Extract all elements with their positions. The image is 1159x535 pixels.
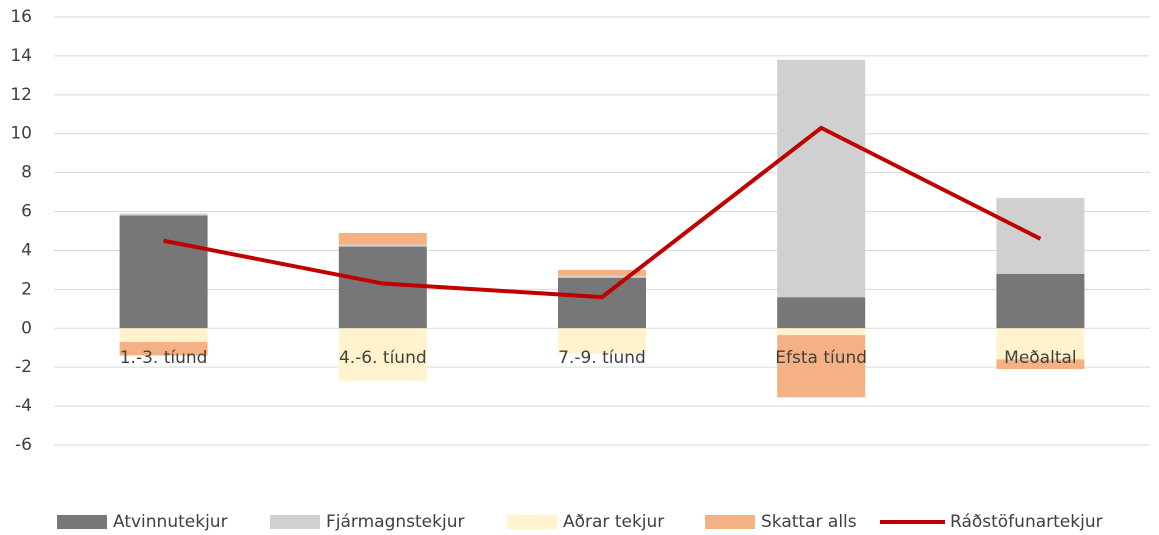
y-tick-label: 4 xyxy=(21,240,32,260)
x-tick-label: 1.-3. tíund xyxy=(120,348,208,368)
y-tick-label: 12 xyxy=(10,85,32,105)
bar xyxy=(996,328,1085,360)
legend-label: Skattar alls xyxy=(761,512,857,532)
y-tick-label: 2 xyxy=(21,279,32,299)
x-tick-label: Efsta tíund xyxy=(775,348,867,368)
bar xyxy=(119,215,208,329)
bar xyxy=(996,197,1085,274)
bar xyxy=(777,328,866,336)
legend-label: Ráðstöfunartekjur xyxy=(950,512,1103,532)
bar xyxy=(777,297,866,329)
bar xyxy=(338,232,427,245)
y-tick-label: 10 xyxy=(10,124,32,144)
y-tick-label: 14 xyxy=(10,46,32,66)
bar xyxy=(777,335,866,398)
bar xyxy=(119,341,208,356)
x-tick-label: Meðaltal xyxy=(1004,348,1076,368)
legend-swatch xyxy=(705,515,755,529)
bar xyxy=(338,328,427,381)
bar xyxy=(338,246,427,329)
bar xyxy=(558,275,646,278)
x-tick-label: 4.-6. tíund xyxy=(339,348,427,368)
legend-swatch xyxy=(57,515,107,529)
legend-label: Aðrar tekjur xyxy=(563,512,664,532)
legend-label: Atvinnutekjur xyxy=(113,512,228,532)
bar xyxy=(558,277,646,329)
y-tick-label: -6 xyxy=(15,435,32,455)
legend-label: Fjármagnstekjur xyxy=(326,512,464,532)
y-tick-label: -4 xyxy=(15,396,32,416)
legend-swatch xyxy=(507,515,557,529)
bar xyxy=(777,59,866,298)
x-tick-label: 7.-9. tíund xyxy=(558,348,646,368)
y-tick-label: 0 xyxy=(21,318,32,338)
bar xyxy=(996,273,1085,329)
line xyxy=(163,125,1042,300)
y-tick-label: -2 xyxy=(15,357,32,377)
bar xyxy=(338,244,427,247)
bar xyxy=(996,359,1085,370)
bar xyxy=(558,328,646,354)
bar xyxy=(558,269,646,276)
y-tick-label: 6 xyxy=(21,202,32,222)
y-tick-label: 16 xyxy=(10,7,32,27)
bar xyxy=(119,328,208,342)
y-tick-label: 8 xyxy=(21,163,32,183)
bar xyxy=(119,213,208,216)
legend-swatch xyxy=(270,515,320,529)
